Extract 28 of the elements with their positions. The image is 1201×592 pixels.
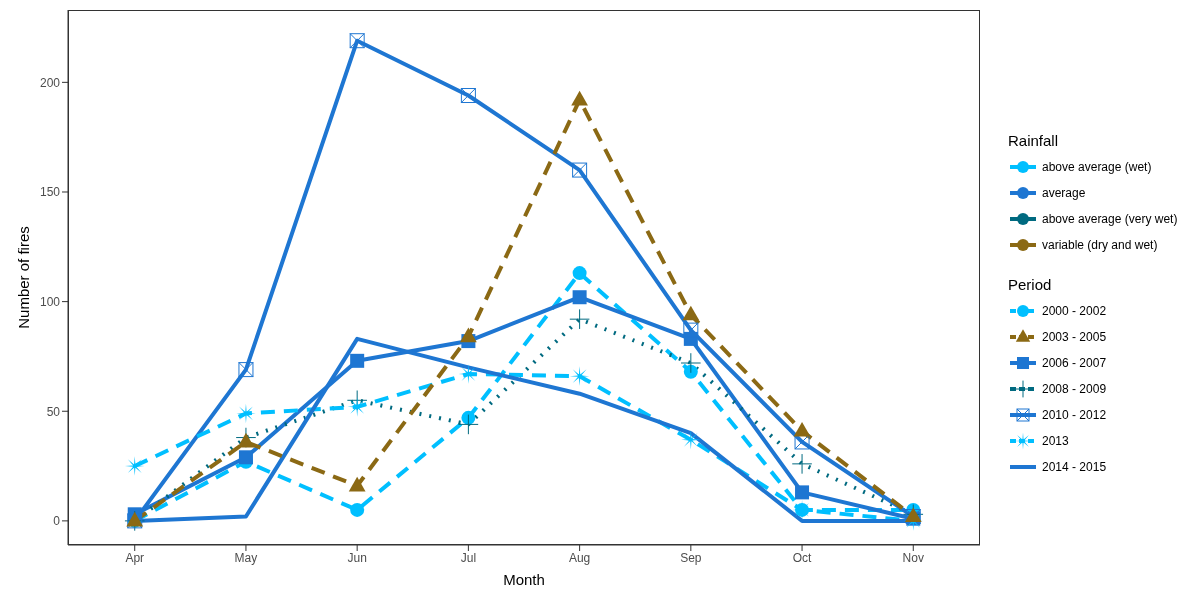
x-tick-label: Oct [792,550,813,565]
legend-title: Period [1008,275,1053,295]
text: variable (dry and wet) [1042,237,1158,254]
y-tick-label: 50 [46,404,61,419]
legend-label: 2014 - 2015 [1042,459,1107,476]
legend-label: 2010 - 2012 [1042,407,1107,424]
x-axis-title: Month [503,571,545,588]
y-tick-label: 100 [39,294,61,309]
x-tick-label: Jun [347,550,367,565]
y-axis-title: Number of fires [15,226,33,329]
legend-label: 2006 - 2007 [1042,355,1107,372]
y-tick-label: 0 [53,514,61,529]
x-tick-label: Jul [460,550,477,565]
text: Rainfall [1008,131,1060,151]
x-tick-label: Apr [125,550,145,565]
text: above average (very wet) [1042,211,1178,228]
legend-label: 2000 - 2002 [1042,303,1107,320]
x-tick-label: Nov [902,550,924,565]
legend-label: 2013 [1042,433,1069,450]
legend-label: 2003 - 2005 [1042,329,1107,346]
x-tick-label: Aug [568,550,591,565]
x-tick-label: Sep [680,550,702,565]
text: average [1042,185,1086,202]
x-tick-label: May [234,550,258,565]
text: above average (wet) [1042,159,1152,176]
y-tick-label: 200 [39,75,61,90]
legend-label: 2008 - 2009 [1042,381,1107,398]
y-tick-label: 150 [39,185,61,200]
